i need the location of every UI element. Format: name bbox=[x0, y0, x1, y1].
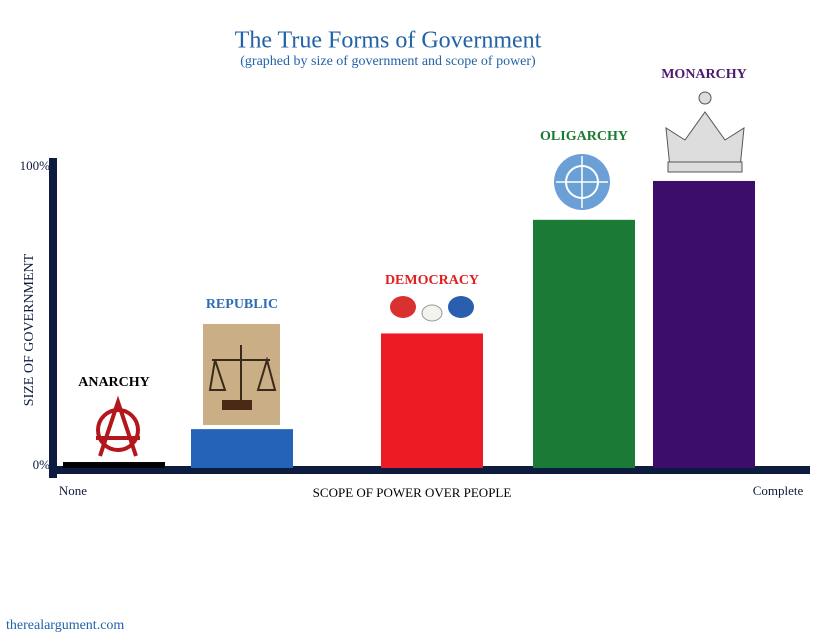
oligarchy-icon bbox=[554, 154, 610, 210]
anarchy-icon bbox=[96, 395, 140, 457]
x-axis bbox=[49, 466, 810, 474]
monarchy-icon bbox=[665, 91, 745, 173]
y-axis bbox=[49, 158, 57, 478]
x-axis-label: SCOPE OF POWER OVER PEOPLE bbox=[313, 485, 512, 500]
y-tick-label: 0% bbox=[33, 457, 51, 472]
x-end-label: Complete bbox=[753, 483, 804, 498]
bar bbox=[63, 462, 165, 468]
bar bbox=[381, 333, 483, 468]
chart-subtitle: (graphed by size of government and scope… bbox=[240, 54, 536, 69]
bar bbox=[533, 219, 635, 468]
footer: therealargument.com bbox=[6, 618, 124, 633]
republic-icon bbox=[203, 324, 280, 425]
category-label: OLIGARCHY bbox=[540, 129, 628, 144]
democracy-icon bbox=[390, 296, 474, 322]
x-start-label: None bbox=[59, 483, 87, 498]
y-axis-label: SIZE OF GOVERNMENT bbox=[22, 253, 37, 406]
category-label: DEMOCRACY bbox=[385, 273, 479, 288]
category-label: ANARCHY bbox=[78, 375, 150, 390]
category-label: REPUBLIC bbox=[206, 297, 278, 312]
bar bbox=[653, 180, 755, 468]
y-tick-label: 100% bbox=[20, 158, 51, 173]
bar bbox=[191, 429, 293, 468]
category-label: MONARCHY bbox=[661, 67, 747, 82]
chart-title: The True Forms of Government bbox=[235, 28, 542, 54]
